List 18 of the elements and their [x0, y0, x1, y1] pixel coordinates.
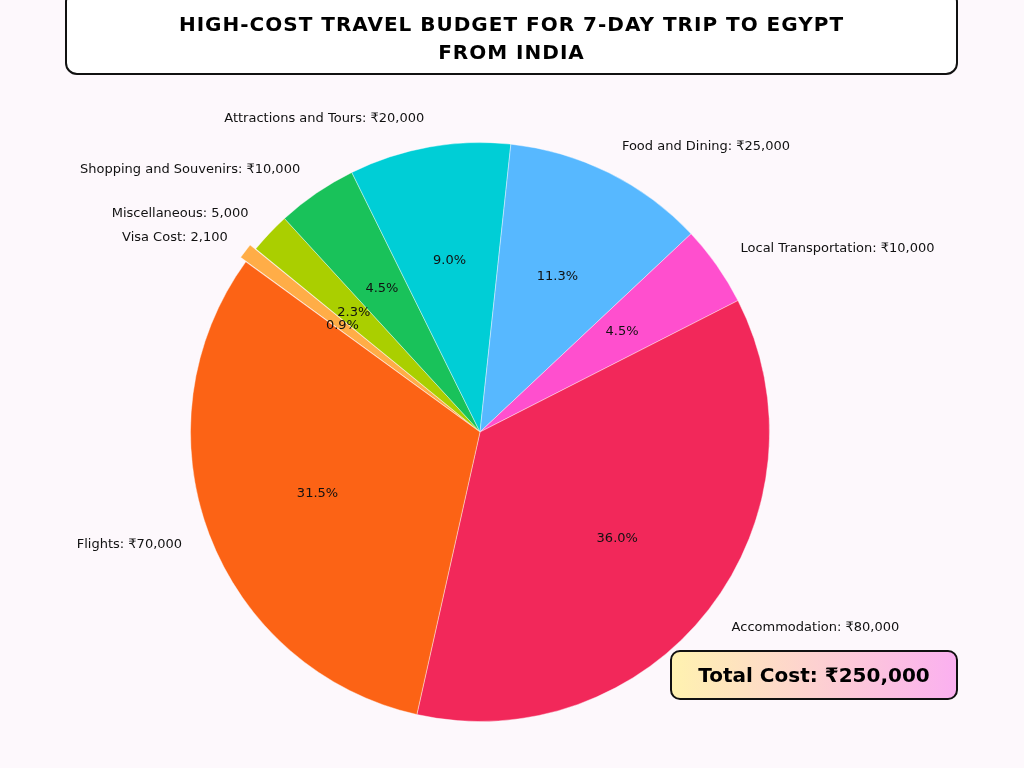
data-label: 31.5%	[296, 484, 339, 500]
data-label: 4.5%	[605, 323, 639, 339]
data-label: 2.3%	[337, 304, 371, 320]
slice-label: Visa Cost: 2,100	[122, 228, 228, 244]
data-label: 4.5%	[365, 280, 399, 296]
data-label: 9.0%	[433, 252, 467, 268]
slice-label: Flights: ₹70,000	[76, 535, 183, 551]
text: Total Cost: ₹250,000	[670, 650, 958, 700]
slice-label: Shopping and Souvenirs: ₹10,000	[80, 160, 301, 176]
slice-label: Miscellaneous: 5,000	[111, 204, 249, 220]
data-label: 11.3%	[536, 267, 579, 283]
slice-label: Accommodation: ₹80,000	[731, 618, 900, 634]
slice-label: Food and Dining: ₹25,000	[621, 138, 791, 154]
data-label: 0.9%	[325, 317, 359, 333]
data-label: 36.0%	[596, 529, 638, 545]
chart-title: HIGH-COST TRAVEL BUDGET FOR 7-DAY TRIP TO EGYPT FROM INDIA	[65, 0, 958, 75]
slice-label: Attractions and Tours: ₹20,000	[224, 109, 425, 125]
slice-label: Local Transportation: ₹10,000	[740, 240, 935, 256]
